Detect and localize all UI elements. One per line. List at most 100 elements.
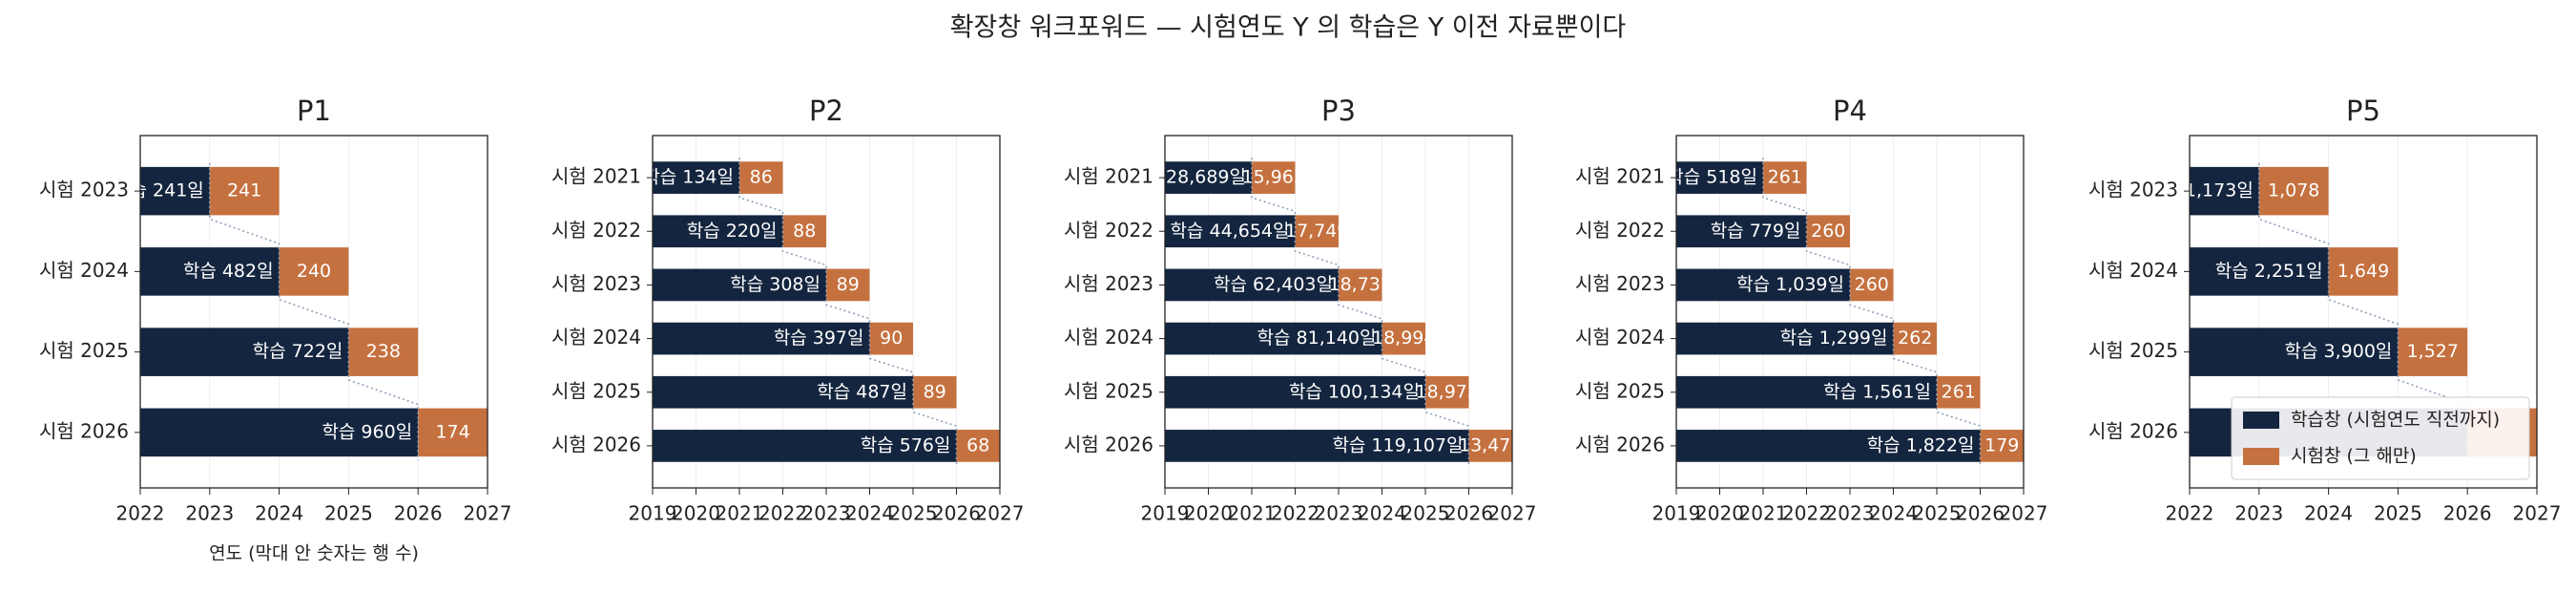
x-tick-label: 2019: [1652, 502, 1701, 525]
train-bar: [653, 268, 826, 302]
y-tick-label: 시험 2026: [1575, 433, 1665, 455]
test-bar: [1468, 430, 1512, 462]
y-tick-label: 시험 2026: [1064, 433, 1153, 455]
x-tick-label: 2020: [672, 502, 720, 525]
train-label: 학습 518일: [1667, 167, 1757, 188]
x-tick-label: 2027: [2513, 502, 2562, 525]
chart-title: 확장창 워크포워드 — 시험연도 Y 의 학습은 Y 이전 자료뿐이다: [950, 13, 1627, 43]
train-bar: [1676, 430, 1981, 462]
y-tick-label: 시험 2021: [551, 165, 641, 188]
x-tick-label: 2023: [802, 502, 851, 525]
train-label: 학습 241일: [114, 180, 204, 201]
test-bar: [1763, 161, 1807, 194]
legend-swatch: [2243, 412, 2279, 429]
x-tick-label: 2027: [1488, 502, 1537, 525]
test-bar: [739, 161, 783, 194]
train-bar: [653, 322, 870, 355]
x-tick-label: 2025: [1913, 502, 1962, 525]
train-bar: [2190, 247, 2329, 296]
y-tick-label: 시험 2025: [551, 379, 641, 402]
test-label: 241: [227, 180, 261, 201]
train-bar: [140, 166, 210, 216]
test-label: 89: [924, 381, 946, 402]
train-bar: [653, 375, 913, 409]
train-label: 학습 960일: [322, 421, 412, 442]
axes-frame: [1164, 135, 1513, 489]
x-tick-label: 2024: [1358, 502, 1406, 525]
y-tick-label: 시험 2026: [551, 433, 641, 455]
panel-title: P2: [809, 95, 843, 127]
train-bar: [653, 215, 783, 248]
x-tick-label: 2026: [932, 502, 981, 525]
test-label: 1,649: [2337, 261, 2389, 282]
train-bar: [1676, 268, 1850, 302]
x-tick-label: 2025: [1402, 502, 1450, 525]
test-bar: [1381, 322, 1425, 355]
test-label: 262: [1898, 328, 1932, 349]
x-tick-label: 2025: [324, 502, 373, 525]
train-label: 학습 722일: [253, 341, 343, 362]
train-label: 학습 100,134일: [1289, 381, 1420, 402]
train-label: 학습 81,140일: [1257, 328, 1377, 349]
train-bar: [1165, 215, 1296, 248]
train-bar: [1165, 268, 1339, 302]
test-label: 260: [1811, 221, 1845, 242]
x-tick-label: 2022: [1782, 502, 1831, 525]
axes-frame: [652, 135, 1001, 489]
train-bar: [1165, 161, 1252, 194]
test-bar: [826, 268, 870, 302]
panel-title: P5: [2346, 95, 2380, 127]
x-tick-label: 2021: [1739, 502, 1788, 525]
test-bar: [1425, 375, 1469, 409]
axes-frame: [2189, 135, 2538, 489]
bars: 학습 134일 86 학습 220일 88 학습 308일 89 학습 397일 90 학습 4…: [653, 158, 1000, 466]
y-tick-label: 시험 2022: [1064, 219, 1153, 242]
y-tick-label: 시험 2024: [551, 326, 641, 349]
legend-box: [2231, 396, 2530, 480]
train-bar: [2190, 328, 2399, 376]
x-tick-label: 2021: [1228, 502, 1277, 525]
train-label: 학습 576일: [861, 434, 951, 455]
train-label: 학습 28,689일: [1127, 167, 1246, 188]
x-tick-label: 2026: [1444, 502, 1493, 525]
x-tick-label: 2026: [1956, 502, 2005, 525]
y-tick-label: 시험 2023: [1575, 272, 1665, 295]
train-label: 학습 220일: [687, 221, 778, 242]
test-bar: [418, 408, 488, 457]
x-tick-label: 2023: [1826, 502, 1875, 525]
train-label: 학습 779일: [1711, 221, 1801, 242]
train-label: 학습 308일: [730, 274, 821, 295]
y-tick-label: 시험 2025: [1064, 379, 1153, 402]
bars: 학습 518일 261 학습 779일 260 학습 1,039일 260 학습 1,299…: [1667, 158, 2024, 466]
test-bar: [279, 247, 349, 296]
test-bar: [1893, 322, 1937, 355]
y-tick-label: 시험 2023: [551, 272, 641, 295]
axes-frame: [1675, 135, 2025, 489]
x-tick-label: 2025: [889, 502, 938, 525]
x-tick-label: 2026: [394, 502, 443, 525]
train-label: 학습 62,403일: [1214, 274, 1333, 295]
test-bar: [869, 322, 913, 355]
test-label: 89: [837, 274, 860, 295]
y-tick-label: 시험 2024: [39, 259, 129, 282]
x-tick-label: 2021: [716, 502, 764, 525]
train-label: 학습 1,299일: [1780, 328, 1888, 349]
train-bar: [653, 161, 739, 194]
split-connector: [738, 158, 958, 466]
train-bar: [1676, 215, 1807, 248]
test-label: 1,527: [2407, 341, 2459, 362]
train-label: 학습 119,107일: [1332, 434, 1463, 455]
split-connector: [1251, 158, 1470, 466]
test-label: 179: [1984, 434, 2019, 455]
test-bar: [1339, 268, 1382, 302]
split-connector: [209, 162, 420, 461]
train-bar: [140, 247, 280, 296]
test-bar: [2398, 328, 2468, 376]
train-bar: [140, 328, 349, 376]
test-label: 68: [966, 434, 989, 455]
x-tick-label: 2022: [2166, 502, 2214, 525]
train-label: 학습 1,173일: [2146, 180, 2254, 201]
test-label: 15,965: [1242, 167, 1305, 188]
